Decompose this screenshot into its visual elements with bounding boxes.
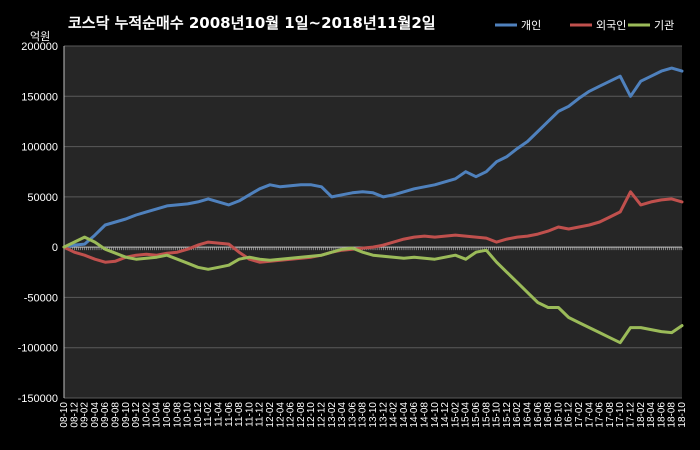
- legend-label-2: 외국인: [596, 19, 626, 32]
- x-tick-label: 09-02: [80, 402, 91, 428]
- x-tick-label: 17-06: [595, 402, 606, 428]
- x-tick-label: 09-08: [111, 402, 122, 428]
- x-tick-label: 13-12: [378, 402, 389, 428]
- x-tick-label: 09-10: [121, 402, 132, 428]
- series-lines: [62, 66, 684, 345]
- y-tick-label: 150000: [21, 91, 58, 103]
- x-tick-label: 08-10: [59, 402, 70, 428]
- x-tick-label: 16-08: [543, 402, 554, 428]
- x-tick-label: 16-06: [533, 402, 544, 428]
- x-tick-label: 17-08: [605, 402, 616, 428]
- x-tick-label: 18-04: [646, 402, 657, 428]
- x-tick-label: 13-06: [347, 402, 358, 428]
- x-tick-label: 14-02: [389, 402, 400, 428]
- y-tick-label: -50000: [24, 292, 58, 304]
- x-tick-label: 16-02: [512, 402, 523, 428]
- x-tick-label: 15-02: [450, 402, 461, 428]
- x-tick-label: 09-12: [131, 402, 142, 428]
- x-tick-label: 14-10: [430, 402, 441, 428]
- x-tick-label: 10-06: [162, 402, 173, 428]
- x-tick-label: 10-12: [193, 402, 204, 428]
- x-tick-label: 16-04: [523, 402, 534, 428]
- x-tick-label: 10-04: [152, 402, 163, 428]
- x-tick-label: 13-02: [327, 402, 338, 428]
- x-tick-label: 14-12: [440, 402, 451, 428]
- series-line-1: [62, 66, 684, 249]
- x-tick-label: 16-12: [564, 402, 575, 428]
- x-tick-label: 08-12: [69, 402, 80, 428]
- x-tick-label: 11-02: [203, 402, 214, 427]
- x-tick-label: 12-06: [286, 402, 297, 428]
- x-tick-label: 10-10: [183, 402, 194, 428]
- x-tick-label: 14-04: [399, 402, 410, 428]
- legend-label-1: 개인: [521, 19, 541, 32]
- series-line-3: [62, 235, 684, 345]
- x-tick-label: 15-10: [492, 402, 503, 428]
- x-tick-label: 16-10: [553, 402, 564, 428]
- y-tick-label: 0: [52, 242, 58, 254]
- y-tick-label: 50000: [27, 192, 58, 204]
- x-tick-label: 17-12: [626, 402, 637, 428]
- y-tick-label: 200000: [21, 41, 58, 53]
- x-tick-label: 12-02: [265, 402, 276, 428]
- x-tick-label: 13-04: [337, 402, 348, 428]
- x-tick-label: 09-04: [90, 402, 101, 428]
- x-tick-label: 18-02: [636, 402, 647, 428]
- x-tick-label: 12-12: [317, 402, 328, 428]
- x-tick-label: 12-10: [306, 402, 317, 428]
- x-tick-label: 17-02: [574, 402, 585, 428]
- y-tick-label: -150000: [18, 393, 58, 405]
- x-tick-label: 13-10: [368, 402, 379, 428]
- x-tick-label: 17-04: [584, 402, 595, 428]
- x-tick-label: 17-10: [615, 402, 626, 428]
- y-tick-label: -100000: [18, 343, 58, 355]
- x-tick-label: 13-08: [358, 402, 369, 428]
- x-tick-label: 11-10: [244, 402, 255, 427]
- x-tick-label: 11-12: [255, 402, 266, 427]
- x-tick-label: 09-06: [100, 402, 111, 428]
- x-tick-label: 14-06: [409, 402, 420, 428]
- x-tick-label: 14-08: [420, 402, 431, 428]
- series-line-2: [62, 190, 684, 264]
- x-tick-label: 15-06: [471, 402, 482, 428]
- x-tick-label: 11-06: [224, 402, 235, 427]
- x-tick-label: 11-08: [234, 402, 245, 427]
- x-tick-label: 15-08: [481, 402, 492, 428]
- x-tick-label: 18-08: [667, 402, 678, 428]
- x-tick-label: 12-04: [275, 402, 286, 428]
- plot-area: [64, 46, 682, 398]
- x-tick-label: 10-08: [172, 402, 183, 428]
- x-tick-label: 12-08: [296, 402, 307, 428]
- legend: 개인 외국인 기관: [495, 19, 674, 32]
- x-tick-label: 18-10: [677, 402, 688, 428]
- x-tick-label: 10-02: [141, 402, 152, 428]
- y-axis: 200000 150000 100000 50000 0 -50000 -100000 -15…: [18, 41, 65, 405]
- x-tick-label: 11-04: [214, 402, 225, 427]
- x-tick-label: 15-12: [502, 402, 513, 428]
- legend-label-3: 기관: [654, 19, 674, 32]
- x-tick-label: 18-06: [656, 402, 667, 428]
- x-tick-label: 15-04: [461, 402, 472, 428]
- y-axis-unit-label: 억원: [30, 30, 50, 43]
- y-tick-label: 100000: [21, 142, 58, 154]
- chart-title: 코스닥 누적순매수 2008년10월 1일~2018년11월2일: [68, 14, 436, 32]
